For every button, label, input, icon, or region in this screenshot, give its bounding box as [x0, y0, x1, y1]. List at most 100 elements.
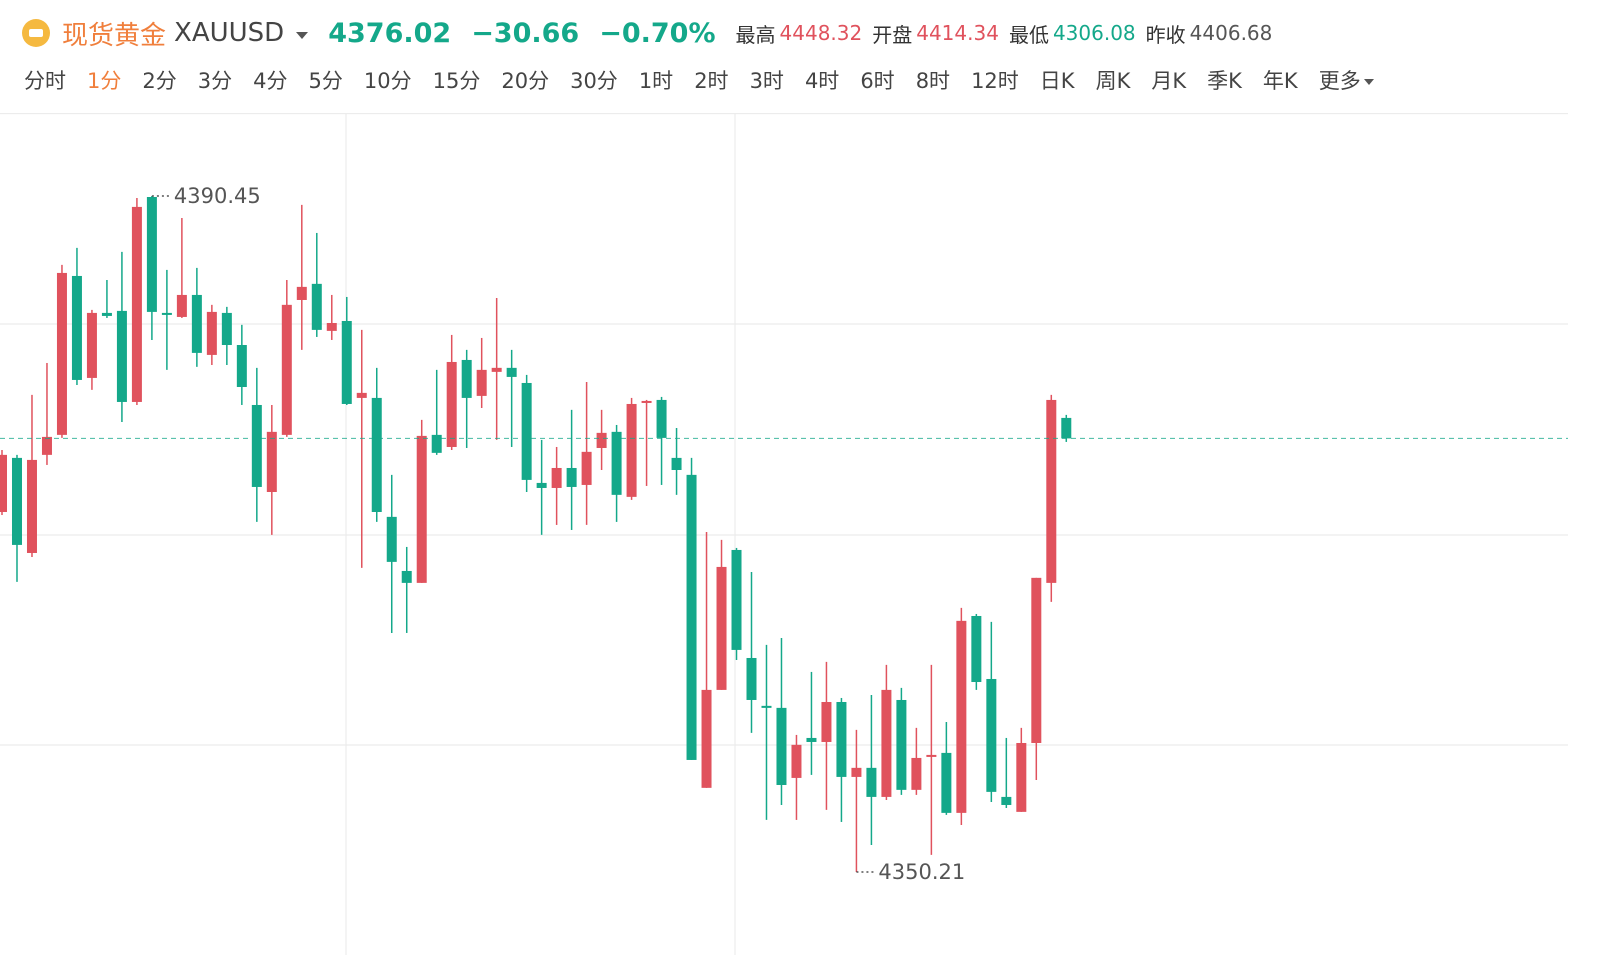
candle-body — [821, 701, 832, 742]
period-label[interactable]: 30分 — [570, 69, 618, 93]
period-tab[interactable]: 更多 — [1319, 65, 1374, 95]
period-tab[interactable]: 2分 — [142, 65, 176, 95]
stat-value: 4406.68 — [1189, 21, 1273, 45]
extreme-label: 4350.21 — [878, 860, 965, 884]
period-tab[interactable]: 年K — [1263, 65, 1298, 95]
period-label[interactable]: 20分 — [501, 69, 550, 93]
period-tab[interactable]: 2时 — [694, 65, 728, 95]
candle-body — [251, 404, 262, 487]
candle-body — [86, 312, 97, 378]
candle-body — [806, 737, 817, 742]
period-tab[interactable]: 月K — [1151, 65, 1186, 95]
candle-body — [161, 312, 172, 315]
period-label[interactable]: 2时 — [694, 69, 729, 93]
period-label[interactable]: 1时 — [638, 69, 674, 93]
candle-body — [866, 767, 877, 797]
candle-body — [386, 516, 397, 562]
period-label[interactable]: 12时 — [971, 69, 1019, 93]
period-tab[interactable]: 5分 — [309, 65, 343, 95]
candle-body — [521, 382, 532, 480]
period-label[interactable]: 5分 — [308, 69, 343, 93]
candle-body — [716, 566, 727, 690]
period-tab[interactable]: 6时 — [860, 65, 894, 95]
period-label[interactable]: 1分 — [87, 69, 122, 93]
candle-body — [311, 283, 322, 330]
candle-body — [236, 345, 247, 388]
period-tab[interactable]: 10分 — [364, 65, 412, 95]
period-tab[interactable]: 30分 — [570, 65, 618, 95]
candle-body — [266, 431, 277, 493]
candle-body — [41, 436, 52, 455]
stat-value: 4414.34 — [916, 21, 999, 45]
candle-body — [641, 400, 652, 403]
candle-body — [971, 615, 982, 683]
period-tab[interactable]: 4时 — [805, 65, 839, 95]
period-label[interactable]: 4时 — [804, 69, 840, 93]
period-tab[interactable]: 分时 — [24, 65, 66, 95]
stat-label: 昨收 — [1145, 22, 1186, 47]
candle-body — [746, 657, 757, 700]
period-label[interactable]: 年K — [1262, 69, 1298, 93]
period-tab[interactable]: 日K — [1040, 65, 1075, 95]
period-tab[interactable]: 15分 — [433, 65, 481, 95]
candle-body — [11, 457, 22, 545]
period-tab[interactable]: 8时 — [916, 65, 950, 95]
candle-body — [566, 467, 577, 487]
period-label[interactable]: 日K — [1039, 69, 1075, 93]
candle-body — [1016, 742, 1027, 812]
period-label[interactable]: 15分 — [432, 69, 481, 93]
period-tab[interactable]: 20分 — [501, 65, 549, 95]
candle-body — [581, 451, 592, 485]
gold-icon — [22, 19, 50, 47]
candle-body — [1031, 577, 1042, 743]
candle-body — [206, 311, 217, 355]
candle-body — [131, 206, 142, 402]
period-label[interactable]: 8时 — [915, 69, 951, 93]
candle-body — [686, 474, 697, 760]
period-tab[interactable]: 3分 — [198, 65, 232, 95]
stat-label: 开盘 — [872, 22, 913, 47]
candle-body — [281, 304, 292, 435]
period-label[interactable]: 3时 — [749, 69, 784, 93]
period-tab[interactable]: 1时 — [639, 65, 673, 95]
period-label[interactable]: 月K — [1151, 69, 1187, 93]
candle-body — [401, 570, 412, 583]
change: −30.66 — [471, 17, 580, 49]
candle-body — [356, 392, 367, 398]
stat-label: 最高 — [735, 22, 776, 47]
period-tab[interactable]: 周K — [1096, 65, 1131, 95]
symbol-dropdown[interactable] — [296, 31, 309, 39]
candle-body — [536, 482, 547, 488]
period-tab[interactable]: 4分 — [253, 65, 287, 95]
candle-body — [596, 432, 607, 448]
candle-body — [911, 757, 922, 790]
candle-body — [656, 399, 667, 438]
candle-body — [626, 403, 637, 497]
candle-body — [551, 467, 562, 488]
period-label[interactable]: 10分 — [363, 69, 412, 93]
period-label[interactable]: 分时 — [24, 69, 66, 93]
period-label[interactable]: 6时 — [860, 69, 895, 93]
candle-body — [71, 275, 82, 380]
period-label[interactable]: 4分 — [253, 69, 288, 93]
period-tab[interactable]: 季K — [1207, 65, 1242, 95]
period-label[interactable]: 季K — [1207, 69, 1242, 93]
period-tab[interactable]: 3时 — [750, 65, 784, 95]
period-label[interactable]: 3分 — [197, 69, 233, 93]
candle-body — [341, 320, 352, 404]
period-label[interactable]: 周K — [1095, 69, 1131, 93]
period-label[interactable]: 2分 — [142, 69, 177, 93]
more-caret[interactable] — [1363, 79, 1374, 85]
period-tab[interactable]: 12时 — [971, 65, 1019, 95]
symbol[interactable]: XAUUSD — [174, 18, 285, 48]
candle-body — [1046, 399, 1057, 583]
candle-body — [926, 754, 937, 757]
period-label[interactable]: 更多 — [1318, 69, 1361, 93]
candle-body — [191, 294, 202, 353]
candle-body — [1001, 796, 1012, 805]
candle-body — [461, 359, 472, 398]
candle-body — [416, 435, 427, 583]
candle-body — [176, 294, 187, 317]
period-tab[interactable]: 1分 — [87, 65, 121, 95]
